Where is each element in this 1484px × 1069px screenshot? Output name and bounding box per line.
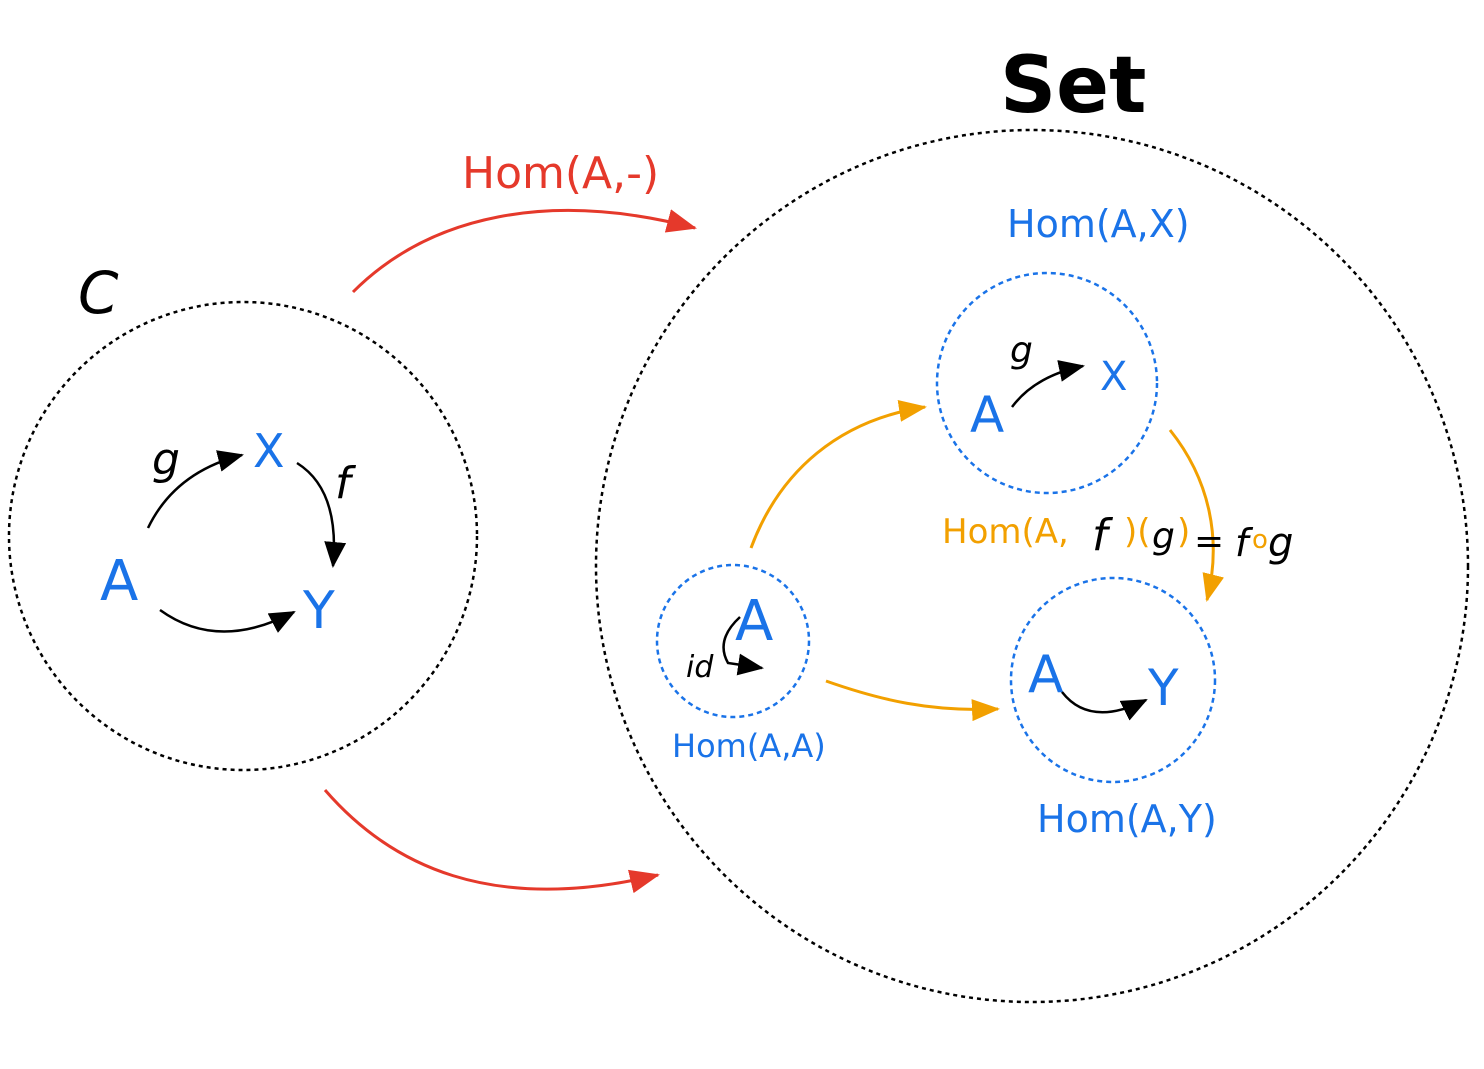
category-c-label: C <box>78 259 119 327</box>
hom-aa-a: A <box>735 589 773 654</box>
object-y: Y <box>302 581 335 641</box>
equation-g: g <box>1268 520 1293 566</box>
functor-arrow-objects <box>351 209 697 294</box>
hom-ax-g: g <box>1010 330 1033 371</box>
category-set-label: Set <box>1000 41 1146 131</box>
hom-aa-label: Hom(A,A) <box>672 727 826 765</box>
hom-aa-element-arrow <box>722 616 764 676</box>
map-aa-to-ay-arrow <box>825 679 1000 722</box>
hom-ay-boundary <box>1009 576 1217 784</box>
morphism-fg-arrow <box>159 608 296 633</box>
hom-ax-boundary <box>935 271 1159 495</box>
category-c-boundary <box>7 300 479 772</box>
hom-af-close: ) <box>1177 512 1190 552</box>
morphism-f-label: f <box>335 458 357 509</box>
functor-arrow-morphisms <box>323 789 660 894</box>
map-aa-to-ax-arrow <box>749 400 927 549</box>
hom-aa-id: id <box>686 650 714 685</box>
hom-set-ax: Hom(A,X) A X g <box>935 202 1190 495</box>
category-c: C A X Y g f <box>7 259 479 772</box>
hom-ax-a: A <box>970 386 1004 444</box>
hom-ay-label: Hom(A,Y) <box>1037 797 1217 841</box>
morphism-f-arrow <box>296 461 347 568</box>
hom-aa-boundary <box>655 563 811 719</box>
hom-af-prefix: Hom(A, <box>942 512 1069 552</box>
category-set-boundary <box>594 128 1470 1004</box>
object-a: A <box>100 549 138 614</box>
object-x: X <box>253 424 285 478</box>
hom-ax-element-arrow <box>1010 360 1085 408</box>
functor-label: Hom(A,-) <box>462 148 659 199</box>
hom-af-arg: g <box>1152 516 1175 557</box>
equation-compose: o <box>1252 525 1268 555</box>
hom-af-equation: Hom(A, f )( g ) = f o g <box>942 510 1293 566</box>
hom-ay-a: A <box>1028 645 1064 705</box>
equation-equals: = <box>1194 521 1224 562</box>
hom-af-mid: )( <box>1124 512 1151 552</box>
morphism-g-label: g <box>152 434 180 485</box>
hom-ay-y: Y <box>1147 659 1179 717</box>
functor-arrows: Hom(A,-) <box>323 148 697 894</box>
hom-ay-element-arrow <box>1061 691 1148 721</box>
map-ax-to-ay-arrow <box>1168 429 1224 602</box>
hom-af-f: f <box>1092 510 1114 561</box>
hom-ax-label: Hom(A,X) <box>1007 202 1190 246</box>
hom-set-aa: A id Hom(A,A) <box>655 563 826 765</box>
hom-ax-x: X <box>1100 354 1127 400</box>
morphism-g-arrow <box>146 450 244 529</box>
hom-set-ay: A Y Hom(A,Y) <box>1009 576 1217 841</box>
category-set: Set Hom(A,X) A X g A id Hom(A,A) A Y Hom… <box>594 41 1470 1004</box>
